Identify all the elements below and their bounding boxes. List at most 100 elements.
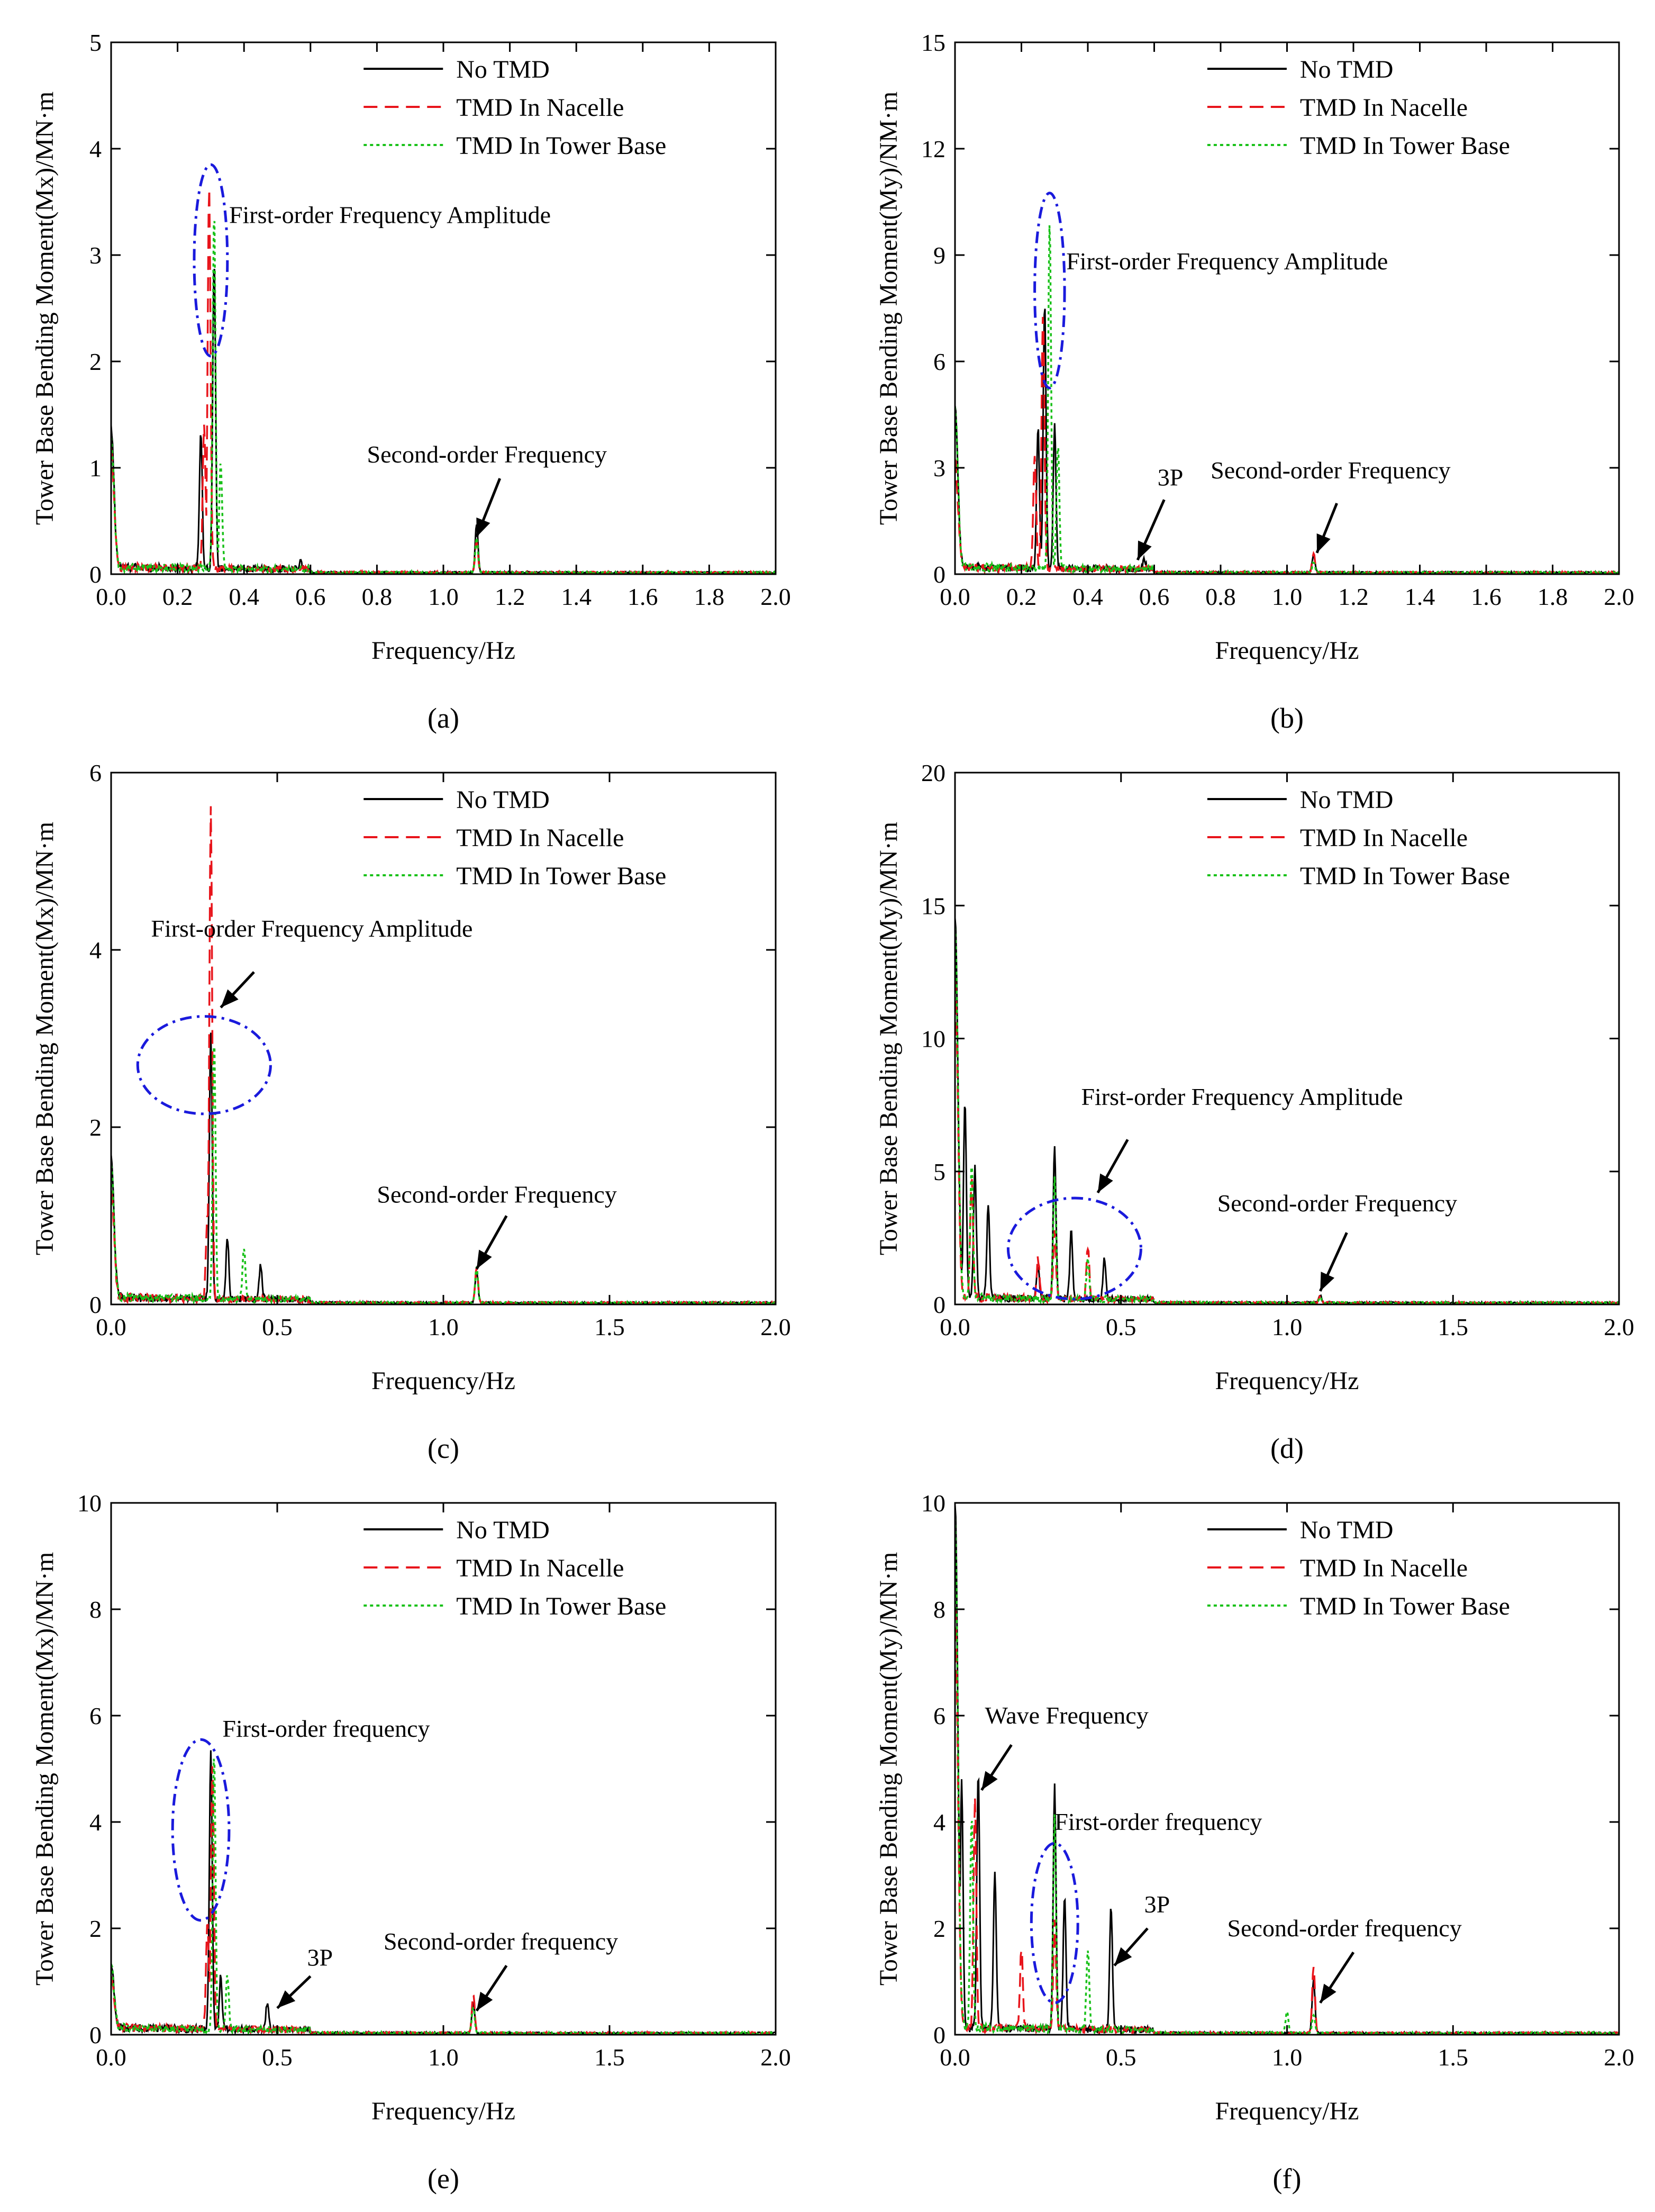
annotation-arrowhead (1320, 1272, 1335, 1291)
y-tick-label: 2 (89, 1114, 102, 1141)
series-line-tmd-in-tower-base (955, 225, 1619, 574)
y-tick-label: 4 (89, 135, 102, 162)
legend-entry: TMD In Tower Base (1300, 862, 1510, 890)
panel-label: (c) (428, 1433, 459, 1464)
y-tick-label: 0 (89, 561, 102, 588)
y-tick-label: 6 (933, 348, 945, 375)
highlight-ellipse (1033, 192, 1066, 389)
highlight-ellipse (1030, 1842, 1079, 2005)
chart-panel-f: 0.0 0.5 1.0 1.5 2.0 0 2 4 6 8 10 Frequency/Hz Tower … (875, 1490, 1634, 2195)
x-tick-label: 1.8 (1538, 583, 1568, 610)
x-tick-label: 0.8 (1205, 583, 1236, 610)
annotation-arrowhead (277, 1990, 296, 2008)
series-line-no-tmd (955, 1504, 1619, 2035)
annotation-text: First-order Frequency Amplitude (1081, 1083, 1403, 1110)
y-tick-label: 10 (921, 1026, 945, 1053)
x-tick-label: 1.0 (428, 583, 459, 610)
y-tick-label: 2 (933, 1915, 945, 1942)
plot-frame (954, 1502, 1620, 2036)
panel-label: (f) (1273, 2163, 1302, 2195)
x-tick-label: 0.0 (96, 583, 126, 610)
legend-entry: TMD In Nacelle (456, 824, 624, 852)
x-tick-label: 0.4 (1072, 583, 1103, 610)
chart-panel-c: 0.0 0.5 1.0 1.5 2.0 0 2 4 6 Frequency/Hz Tower Bas… (31, 759, 791, 1464)
chart-panel-a: 0.0 0.2 0.4 0.6 0.8 1.0 1.2 1.4 1.6 1.8 2.0 0 1 2 3 4 5 F… (31, 29, 791, 734)
x-tick-label: 0.6 (1139, 583, 1170, 610)
legend-entry: TMD In Tower Base (1300, 132, 1510, 160)
highlight-ellipse (193, 163, 229, 358)
legend-entry: No TMD (456, 786, 549, 814)
x-tick-label: 1.5 (594, 2044, 625, 2071)
x-tick-label: 2.0 (1604, 583, 1634, 610)
x-axis-label: Frequency/Hz (371, 1367, 515, 1395)
series-line-tmd-in-nacelle (955, 980, 1619, 1304)
y-tick-label: 3 (89, 242, 102, 269)
legend-entry: TMD In Nacelle (456, 1554, 624, 1582)
x-tick-label: 1.0 (1272, 2044, 1303, 2071)
annotation-text: First-order Frequency Amplitude (229, 202, 551, 229)
legend-entry: TMD In Nacelle (456, 94, 624, 122)
annotation-text: First-order frequency (222, 1715, 430, 1742)
x-tick-label: 2.0 (760, 583, 791, 610)
plot-frame (954, 41, 1620, 575)
series-line-tmd-in-nacelle (111, 806, 776, 1304)
y-tick-label: 20 (921, 759, 945, 786)
y-tick-label: 10 (77, 1490, 102, 1517)
y-tick-label: 2 (89, 348, 102, 375)
annotation-arrowhead (476, 517, 490, 537)
chart-panel-e: 0.0 0.5 1.0 1.5 2.0 0 2 4 6 8 10 Frequency/Hz Tower … (31, 1490, 791, 2195)
legend-entry: No TMD (456, 1516, 549, 1544)
y-tick-label: 3 (933, 455, 945, 482)
annotation-arrowhead (1097, 1173, 1113, 1193)
y-tick-label: 0 (933, 1291, 945, 1318)
annotation-arrowhead (221, 989, 239, 1008)
annotation-arrowhead (476, 1991, 493, 2011)
panel-label: (d) (1270, 1433, 1304, 1464)
legend-entry: TMD In Nacelle (1300, 1554, 1468, 1582)
x-tick-label: 2.0 (760, 1313, 791, 1340)
y-axis-label: Tower Base Bending Moment(Mx)/MN·m (31, 822, 59, 1255)
annotation-text: First-order frequency (1054, 1808, 1262, 1835)
x-axis-label: Frequency/Hz (1215, 637, 1359, 665)
legend: No TMD TMD In Nacelle TMD In Tower Base (1207, 786, 1510, 890)
legend: No TMD TMD In Nacelle TMD In Tower Base (363, 56, 666, 160)
plot-frame (954, 772, 1620, 1306)
y-tick-label: 5 (933, 1158, 945, 1185)
chart-panel-b: 0.0 0.2 0.4 0.6 0.8 1.0 1.2 1.4 1.6 1.8 2.0 0 3 6 9 12 1… (875, 29, 1634, 734)
panel-label: (e) (428, 2163, 459, 2195)
legend-entry: No TMD (1300, 786, 1393, 814)
x-tick-label: 1.5 (1438, 2044, 1469, 2071)
x-tick-label: 1.4 (561, 583, 592, 610)
y-tick-label: 6 (933, 1702, 945, 1729)
y-axis-label: Tower Base Bending Moment(My)/MN·m (875, 1552, 903, 1986)
y-axis-label: Tower Base Bending Moment(Mx)/MN·m (31, 1552, 59, 1986)
x-tick-label: 0.6 (295, 583, 326, 610)
y-tick-label: 4 (933, 1809, 945, 1836)
annotation-arrowhead (476, 1249, 492, 1269)
y-tick-label: 1 (89, 455, 102, 482)
annotation-arrowhead (1138, 540, 1152, 560)
legend-entry: TMD In Tower Base (456, 862, 666, 890)
x-axis-label: Frequency/Hz (371, 2097, 515, 2125)
x-tick-label: 1.0 (428, 1313, 459, 1340)
annotation-text: Second-order Frequency (1211, 457, 1450, 484)
y-tick-label: 0 (89, 2021, 102, 2048)
legend-entry: TMD In Tower Base (456, 132, 666, 160)
x-tick-label: 0.5 (262, 2044, 293, 2071)
annotation-text: Second-order frequency (384, 1928, 618, 1955)
x-tick-label: 0.8 (362, 583, 393, 610)
x-axis-label: Frequency/Hz (371, 637, 515, 665)
y-tick-label: 8 (933, 1596, 945, 1623)
y-axis-label: Tower Base Bending Moment(My)/NM·m (875, 92, 903, 525)
annotation-text: 3P (1144, 1891, 1170, 1918)
x-tick-label: 1.8 (694, 583, 725, 610)
legend: No TMD TMD In Nacelle TMD In Tower Base (363, 1516, 666, 1620)
legend-entry: TMD In Tower Base (1300, 1592, 1510, 1620)
legend: No TMD TMD In Nacelle TMD In Tower Base (363, 786, 666, 890)
y-tick-label: 10 (921, 1490, 945, 1517)
panel-label: (b) (1270, 702, 1304, 734)
annotation-text: 3P (1158, 464, 1184, 491)
y-tick-label: 5 (89, 29, 102, 56)
y-tick-label: 15 (921, 29, 945, 56)
x-axis-label: Frequency/Hz (1215, 1367, 1359, 1395)
